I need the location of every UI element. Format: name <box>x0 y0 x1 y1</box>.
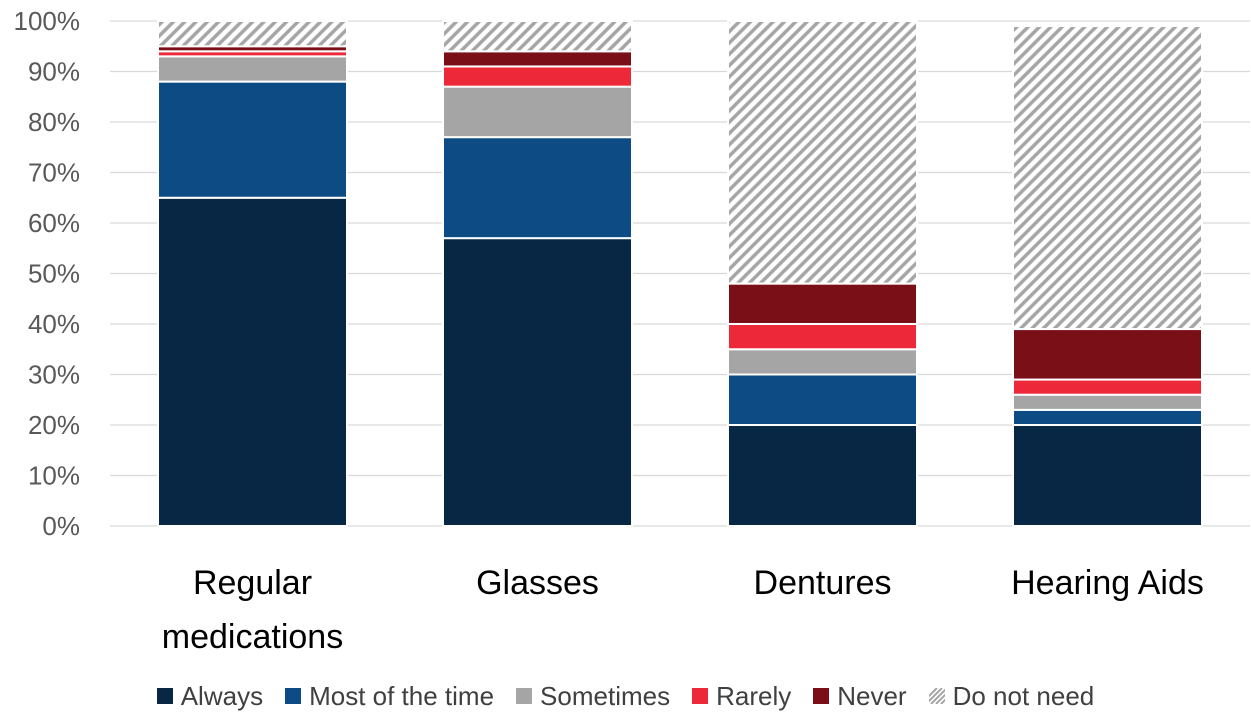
legend-swatch <box>813 688 830 704</box>
bar-segment <box>727 373 918 426</box>
legend-label: Do not need <box>952 680 1095 711</box>
legend-item: Most of the time <box>285 681 494 712</box>
bar-segment <box>1012 378 1203 396</box>
bar-segment <box>442 237 633 527</box>
plot-area <box>157 20 1203 527</box>
legend-swatch <box>928 688 945 704</box>
legend-label: Always <box>180 680 264 711</box>
legend-swatch <box>156 688 173 704</box>
y-tick-label: 100% <box>14 6 81 36</box>
y-tick-label: 30% <box>28 360 80 390</box>
bar-segment <box>157 20 348 48</box>
legend-item: Rarely <box>692 681 791 712</box>
legend-label: Sometimes <box>540 680 671 711</box>
x-tick-label: Hearing Aids <box>1011 564 1204 602</box>
bar-segment <box>727 323 918 351</box>
bar-segment <box>727 20 918 285</box>
x-tick-label: Glasses <box>476 564 599 602</box>
legend-label: Never <box>837 680 907 711</box>
stacked-bar-chart: 0% 10% 20% 30% 40% 50% 60% 70% 80% 90% 100% Regula… <box>14 6 1250 656</box>
bar-segment <box>157 55 348 83</box>
bar-segment <box>1012 393 1203 411</box>
legend-swatch <box>516 688 533 704</box>
legend-swatch <box>692 688 709 704</box>
legend-label: Most of the time <box>309 680 495 711</box>
bar-segment <box>727 282 918 326</box>
y-tick-label: 80% <box>28 107 80 137</box>
legend-label: Rarely <box>716 680 792 711</box>
bar-segment <box>157 80 348 199</box>
bar-segment <box>1012 328 1203 381</box>
bar-segment <box>442 136 633 240</box>
y-tick-label: 70% <box>28 158 80 188</box>
y-tick-label: 40% <box>28 309 80 339</box>
legend-item: Do not need <box>928 680 1095 712</box>
bar-segment <box>1012 25 1203 331</box>
y-tick-label: 50% <box>28 259 80 289</box>
y-tick-label: 0% <box>42 511 80 541</box>
legend-swatch <box>285 688 302 704</box>
bar-segment <box>1012 408 1203 427</box>
legend-item: Always <box>156 680 264 712</box>
bar-segment <box>442 65 633 88</box>
bar-segment <box>727 348 918 376</box>
legend-item: Sometimes <box>516 681 670 712</box>
y-axis: 0% 10% 20% 30% 40% 50% 60% 70% 80% 90% 100% <box>14 6 81 541</box>
bar-segment <box>1012 424 1203 527</box>
legend-item: Never <box>813 680 907 712</box>
y-tick-label: 60% <box>28 208 80 238</box>
x-axis: Regular medications Glasses Dentures Hearing… <box>162 564 1204 656</box>
bar-segment <box>727 424 918 527</box>
bar-segment <box>157 196 348 527</box>
bar-segment <box>442 50 633 68</box>
y-tick-label: 10% <box>28 461 80 491</box>
y-tick-label: 20% <box>28 410 80 440</box>
x-tick-label: medications <box>162 618 343 656</box>
bar-segment <box>442 20 633 53</box>
x-tick-label: Dentures <box>754 564 892 602</box>
y-tick-label: 90% <box>28 57 80 87</box>
x-tick-label: Regular <box>193 564 312 602</box>
legend: Always Most of the time Sometimes Rarely Nev… <box>0 676 1251 716</box>
bar-segment <box>442 85 633 139</box>
